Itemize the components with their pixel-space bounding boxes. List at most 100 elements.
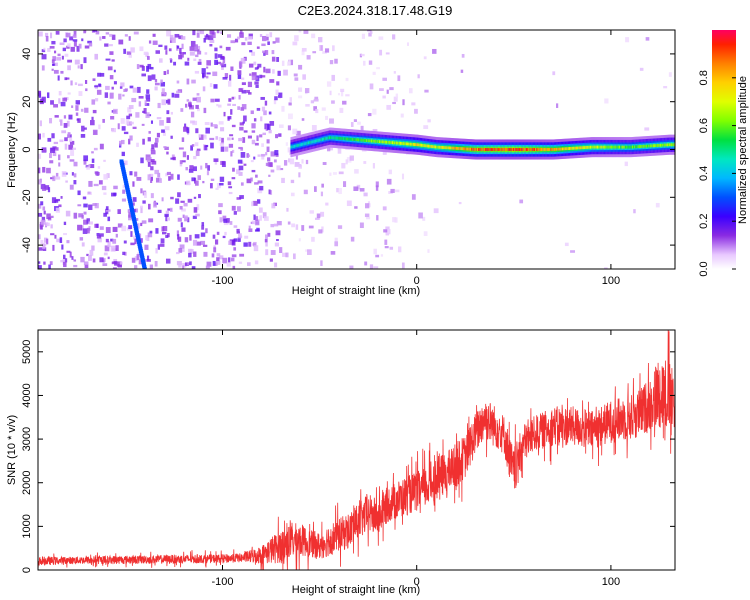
spectrogram-noise-cell [78, 91, 83, 96]
spectrogram-noise-cell [38, 212, 43, 217]
spectrogram-noise-cell [149, 264, 153, 269]
spectrogram-noise-cell [267, 232, 271, 237]
spectrogram-signal-cell [333, 136, 336, 140]
spectrogram-noise-cell [105, 238, 109, 243]
spectrogram-signal-cell [354, 138, 357, 142]
spectrogram-noise-cell [406, 42, 409, 46]
spectrogram-noise-cell [66, 250, 71, 253]
spectrogram-noise-cell [132, 197, 137, 202]
spectrogram-noise-cell [64, 137, 68, 142]
spectrogram-signal-cell [626, 145, 628, 149]
spectrogram-signal-cell [642, 144, 644, 148]
spectrogram-noise-cell [132, 181, 135, 187]
spectrogram-xlabel: Height of straight line (km) [292, 285, 420, 297]
spectrogram-noise-cell [220, 146, 225, 152]
spectrogram-noise-cell [209, 43, 213, 47]
spectrogram-signal-cell [413, 143, 416, 146]
spectrogram-noise-cell [154, 82, 160, 86]
spectrogram-noise-cell [386, 89, 389, 94]
spectrogram-noise-cell [218, 104, 222, 108]
spectrogram-noise-cell [220, 127, 225, 132]
spectrogram-noise-cell [177, 192, 181, 198]
spectrogram-signal-cell [622, 145, 625, 149]
spectrogram-noise-cell [109, 44, 113, 47]
spectrogram-noise-cell [147, 75, 152, 82]
spectrogram-noise-cell [200, 240, 206, 245]
spectrogram-noise-cell [218, 137, 222, 142]
spectrogram-noise-cell [361, 33, 366, 39]
spectrogram-noise-cell [156, 117, 162, 120]
spectrogram-noise-cell [213, 245, 216, 249]
spectrogram-noise-cell [205, 75, 209, 79]
spectrogram-noise-cell [191, 79, 196, 84]
spectrogram-noise-cell [231, 124, 236, 128]
spectrogram-signal-cell [471, 147, 473, 151]
spectrogram-noise-cell [249, 73, 252, 76]
spectrogram-noise-cell [386, 104, 392, 110]
spectrogram-noise-cell [110, 238, 114, 242]
spectrogram-signal-cell [429, 144, 431, 148]
spectrogram-noise-cell [219, 182, 224, 186]
spectrogram-noise-cell [275, 134, 279, 139]
spectrogram-noise-cell [62, 47, 66, 52]
spectrogram-noise-cell [150, 66, 154, 70]
spectrogram-noise-cell [303, 30, 309, 34]
spectrogram-noise-cell [328, 144, 333, 151]
spectrogram-noise-cell [146, 156, 152, 163]
spectrogram-noise-cell [172, 156, 176, 161]
spectrogram-signal-cell [300, 143, 303, 146]
spectrogram-noise-cell [248, 225, 251, 229]
spectrogram-noise-cell [332, 172, 337, 175]
spectrogram-noise-cell [150, 193, 154, 199]
spectrogram-noise-cell [121, 139, 125, 145]
spectrogram-noise-cell [163, 71, 167, 75]
spectrogram-noise-cell [368, 32, 372, 37]
spectrogram-noise-cell [311, 125, 317, 131]
spectrogram-signal-cell [571, 146, 573, 150]
spectrogram-noise-cell [353, 119, 357, 122]
spectrogram-noise-cell [247, 262, 251, 266]
spectrogram-noise-cell [251, 72, 257, 77]
spectrogram-noise-cell [139, 46, 144, 52]
spectrogram-noise-cell [140, 222, 143, 227]
spectrogram-noise-cell [373, 266, 379, 269]
spectrogram-noise-cell [281, 105, 285, 112]
spectrogram-signal-cell [420, 143, 423, 147]
spectrogram-noise-cell [60, 120, 63, 126]
spectrogram-noise-cell [202, 73, 205, 79]
spectrogram-noise-cell [152, 33, 156, 37]
spectrogram-noise-cell [289, 150, 292, 156]
spectrogram-noise-cell [130, 231, 133, 237]
spectrogram-noise-cell [161, 226, 165, 232]
spectrogram-noise-cell [311, 236, 315, 242]
spectrogram-noise-cell [237, 106, 241, 110]
spectrogram-noise-cell [276, 165, 281, 171]
spectrogram-noise-cell [141, 73, 147, 77]
spectrogram-noise-cell [269, 258, 273, 262]
spectrogram-signal-cell [427, 144, 430, 148]
spectrogram-noise-cell [246, 153, 249, 158]
spectrogram-noise-cell [208, 35, 214, 41]
spectrogram-noise-cell [171, 37, 176, 43]
spectrogram-noise-cell [71, 172, 74, 176]
spectrogram-noise-cell [353, 186, 359, 191]
spectrogram-noise-cell [88, 180, 93, 187]
spectrogram-noise-cell [96, 223, 99, 228]
spectrogram-noise-cell [216, 253, 221, 257]
spectrogram-noise-cell [41, 54, 47, 60]
spectrogram-noise-cell [556, 103, 559, 108]
spectrogram-signal-cell [592, 145, 594, 149]
spectrogram-noise-cell [179, 52, 184, 58]
spectrogram-noise-cell [205, 228, 208, 234]
spectrogram-noise-cell [295, 130, 301, 136]
spectrogram-noise-cell [42, 206, 46, 211]
spectrogram-noise-cell [372, 71, 376, 75]
spectrogram-noise-cell [251, 51, 256, 56]
spectrogram-noise-cell [292, 128, 298, 135]
spectrogram-noise-cell [157, 244, 160, 250]
spectrogram-noise-cell [222, 235, 226, 239]
spectrogram-noise-cell [186, 180, 191, 186]
spectrogram-signal-cell [530, 148, 533, 151]
spectrogram-noise-cell [302, 74, 306, 80]
